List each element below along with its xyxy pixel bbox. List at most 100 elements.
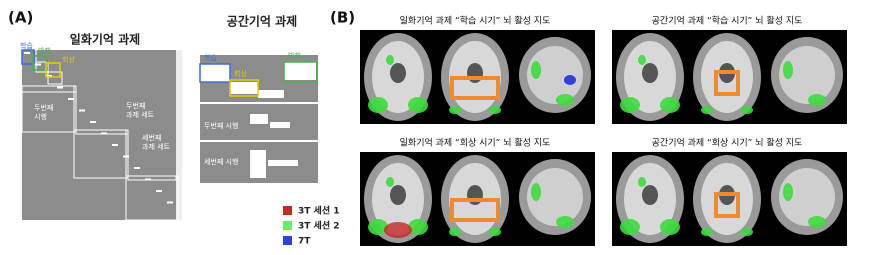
matrix-label: 세번째 시행 (204, 157, 238, 166)
matrix-label: 두번째 (34, 103, 53, 112)
activation (449, 228, 461, 236)
activation (386, 55, 394, 65)
highlight-box (45, 62, 61, 78)
roi-box (450, 76, 500, 100)
brain-matter (779, 168, 835, 226)
activation (449, 106, 461, 114)
roi-box (714, 192, 740, 218)
brain-ventricle (390, 185, 406, 205)
brain-ventricle (642, 63, 658, 83)
design-matrix (22, 50, 182, 220)
map-title: 일화기억 과제 “회상 시기” 뇌 활성 지도 (400, 137, 551, 149)
matrix-title: 일화기억 과제 (70, 32, 140, 47)
legend-label: 7T (298, 237, 311, 247)
matrix-cell (123, 155, 129, 158)
panel-label: (B) (330, 9, 355, 27)
brain-matter (527, 46, 583, 104)
brain-ventricle (642, 185, 658, 205)
matrix-block (268, 160, 298, 166)
legend-swatch (283, 206, 292, 215)
activation (408, 97, 428, 113)
matrix-label: 학습 (204, 53, 217, 62)
activation (556, 216, 574, 228)
activation (556, 94, 574, 106)
activation (408, 219, 428, 235)
map-title: 일화기억 과제 “학습 시기” 뇌 활성 지도 (400, 15, 551, 27)
activation (741, 106, 753, 114)
highlight-box (229, 79, 259, 97)
matrix-label: 과제 세트 (126, 110, 155, 119)
activation (368, 97, 388, 113)
brain-matter (779, 46, 835, 104)
activation (564, 75, 576, 85)
matrix-group (21, 85, 77, 133)
matrix-label: 세번째 (142, 133, 161, 142)
legend-swatch (283, 221, 292, 230)
matrix-cell (145, 178, 151, 181)
matrix-cell (134, 167, 140, 169)
legend-swatch (283, 236, 292, 245)
activation (638, 55, 646, 65)
matrix-block (250, 150, 266, 178)
activation (741, 228, 753, 236)
activation (620, 97, 640, 113)
activation (531, 183, 541, 201)
highlight-box (199, 63, 231, 83)
map-title: 공간기억 과제 “회상 시기” 뇌 활성 지도 (652, 137, 803, 149)
activation (638, 177, 646, 187)
activation (386, 177, 394, 187)
matrix-cell (156, 190, 162, 192)
matrix-edge (176, 50, 182, 220)
highlight-box (283, 61, 318, 83)
matrix-divider (200, 102, 318, 104)
matrix-cell (57, 86, 63, 89)
matrix-cell (79, 109, 85, 112)
matrix-cell (68, 98, 74, 100)
legend-label: 3T 세션 1 (298, 205, 340, 217)
brain-ventricle (390, 63, 406, 83)
matrix-cell (90, 121, 96, 123)
activation (783, 183, 793, 201)
matrix-cell (112, 144, 118, 146)
matrix-title: 공간기억 과제 (227, 14, 297, 29)
roi-box (714, 70, 740, 96)
matrix-block (35, 61, 49, 73)
matrix-label: 방해 (38, 46, 51, 55)
matrix-block (258, 90, 284, 98)
activation (701, 228, 713, 236)
map-title: 공간기억 과제 “학습 시기” 뇌 활성 지도 (652, 15, 803, 27)
matrix-label: 학습 (20, 41, 33, 50)
activation (660, 219, 680, 235)
activation (531, 61, 541, 79)
activation (489, 228, 501, 236)
matrix-group (73, 129, 129, 179)
matrix-group (125, 175, 179, 221)
activation (368, 219, 388, 235)
matrix-block (230, 82, 258, 94)
activation (808, 94, 826, 106)
matrix-label: 두번째 시행 (204, 121, 238, 130)
matrix-cell (24, 52, 30, 54)
activation (660, 97, 680, 113)
brain-matter (527, 168, 583, 226)
matrix-label: 두번째 (126, 101, 145, 110)
matrix-label: 회상 (62, 55, 75, 64)
matrix-cell (167, 201, 173, 204)
matrix-block (250, 114, 268, 124)
matrix-cell (35, 63, 41, 66)
matrix-label: 과제 세트 (142, 142, 171, 151)
activation (808, 216, 826, 228)
highlight-box (21, 49, 35, 65)
activation (620, 219, 640, 235)
matrix-block (47, 71, 63, 85)
activation (489, 106, 501, 114)
panel-label: (A) (8, 9, 33, 27)
activation (783, 61, 793, 79)
matrix-divider (200, 140, 318, 142)
legend-label: 3T 세션 2 (298, 220, 340, 232)
matrix-label: 회상 (234, 69, 247, 78)
matrix-label: 방해 (288, 51, 301, 60)
matrix-block (200, 64, 230, 82)
matrix-block (284, 62, 316, 80)
